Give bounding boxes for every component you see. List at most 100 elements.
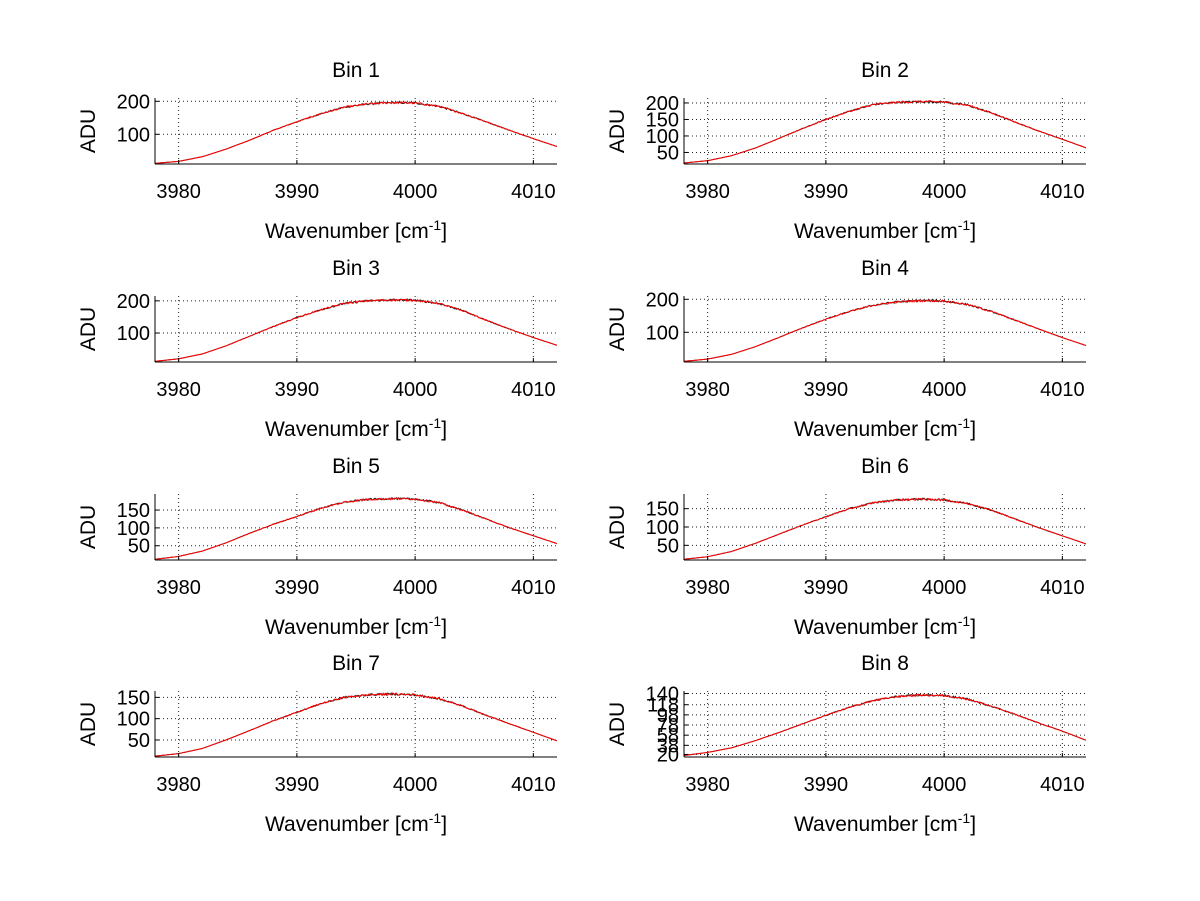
x-tick-label: 3980 <box>685 181 730 203</box>
x-tick-label: 3980 <box>685 379 730 401</box>
y-tick-label: 58 <box>657 725 679 747</box>
x-axis-label: Wavenumber [cm-1] <box>794 810 976 836</box>
x-tick-label: 4010 <box>511 577 556 599</box>
x-tick-label: 4000 <box>922 379 967 401</box>
subplot-title: Bin 1 <box>332 59 380 82</box>
spectrum-trace-1 <box>684 100 1086 164</box>
y-tick-label: 100 <box>117 518 150 540</box>
y-tick-label: 78 <box>657 715 679 737</box>
x-axis-label: Wavenumber [cm-1] <box>265 217 447 243</box>
x-tick-label: 4000 <box>922 577 967 599</box>
x-tick-label: 3980 <box>685 577 730 599</box>
subplot-title: Bin 6 <box>861 455 909 478</box>
spectrum-trace-2 <box>155 298 557 362</box>
x-tick-label: 4010 <box>1040 379 1085 401</box>
x-tick-label: 3990 <box>804 379 849 401</box>
x-tick-label: 4010 <box>1040 181 1085 203</box>
y-tick-label: 50 <box>128 536 150 558</box>
y-tick-label: 100 <box>646 126 679 148</box>
spectrum-trace-2 <box>684 298 1086 362</box>
x-tick-label: 3990 <box>275 181 320 203</box>
subplot-bin-1: 3980 3990 4000 4010 100 200 Bin 1 Wavenumber [c… <box>77 59 557 243</box>
y-tick-label: 50 <box>657 535 679 557</box>
y-axis-label: ADU <box>606 109 629 153</box>
y-tick-label: 100 <box>646 322 679 344</box>
x-tick-label: 4000 <box>922 774 967 796</box>
y-tick-label: 140 <box>646 684 679 706</box>
x-tick-label: 3990 <box>804 774 849 796</box>
y-tick-label: 98 <box>657 705 679 727</box>
y-tick-label: 20 <box>657 744 679 766</box>
y-tick-label: 150 <box>117 687 150 709</box>
y-tick-label: 100 <box>117 709 150 731</box>
x-tick-label: 4000 <box>393 181 438 203</box>
spectrum-trace-1 <box>684 299 1086 362</box>
x-tick-label: 3980 <box>156 577 201 599</box>
y-tick-label: 38 <box>657 735 679 757</box>
spectrum-trace-2 <box>155 496 557 560</box>
y-axis-label: ADU <box>77 702 100 746</box>
x-tick-label: 3990 <box>275 577 320 599</box>
subplot-title: Bin 7 <box>332 652 380 675</box>
x-axis-label: Wavenumber [cm-1] <box>794 415 976 441</box>
y-tick-label: 200 <box>646 93 679 115</box>
x-axis-label: Wavenumber [cm-1] <box>265 415 447 441</box>
spectrum-trace-2 <box>155 101 557 164</box>
x-tick-label: 4000 <box>922 181 967 203</box>
y-axis-label: ADU <box>606 702 629 746</box>
subplot-title: Bin 3 <box>332 257 380 280</box>
x-axis-label: Wavenumber [cm-1] <box>265 810 447 836</box>
x-tick-label: 3980 <box>156 181 201 203</box>
spectrum-trace-2 <box>684 99 1086 164</box>
spectrum-trace-1 <box>155 101 557 164</box>
spectrum-trace-2 <box>155 692 557 757</box>
y-tick-label: 118 <box>647 695 679 717</box>
y-tick-label: 100 <box>117 323 150 345</box>
subplot-title: Bin 5 <box>332 455 380 478</box>
spectrum-trace-1 <box>155 496 557 560</box>
y-tick-label: 50 <box>657 142 679 164</box>
y-tick-label: 150 <box>646 109 679 131</box>
y-axis-label: ADU <box>77 109 100 153</box>
spectrum-trace-2 <box>684 693 1086 756</box>
x-axis-label: Wavenumber [cm-1] <box>794 613 976 639</box>
x-tick-label: 4010 <box>511 181 556 203</box>
y-tick-label: 50 <box>128 730 150 752</box>
subplot-title: Bin 4 <box>861 257 909 280</box>
subplot-bin-4: 3980 3990 4000 4010 100 200 Bin 4 Wavenumber [c… <box>606 257 1086 441</box>
x-axis-label: Wavenumber [cm-1] <box>794 217 976 243</box>
x-axis-label: Wavenumber [cm-1] <box>265 613 447 639</box>
y-tick-label: 150 <box>117 500 150 522</box>
x-tick-label: 4010 <box>511 379 556 401</box>
y-tick-label: 200 <box>646 289 679 311</box>
y-axis-label: ADU <box>77 505 100 549</box>
x-tick-label: 4000 <box>393 379 438 401</box>
x-tick-label: 3990 <box>275 379 320 401</box>
y-axis-label: ADU <box>606 307 629 351</box>
subplot-bin-3: 3980 3990 4000 4010 100 200 Bin 3 Wavenumber [c… <box>77 257 557 441</box>
x-tick-label: 4010 <box>1040 577 1085 599</box>
x-tick-label: 4000 <box>393 577 438 599</box>
x-tick-label: 4000 <box>393 774 438 796</box>
x-tick-label: 3990 <box>275 774 320 796</box>
x-tick-label: 4010 <box>1040 774 1085 796</box>
spectrum-trace-2 <box>684 497 1086 560</box>
y-tick-label: 200 <box>117 291 150 313</box>
subplot-title: Bin 2 <box>861 59 909 82</box>
x-tick-label: 3990 <box>804 577 849 599</box>
y-axis-label: ADU <box>77 307 100 351</box>
spectrum-trace-1 <box>155 298 557 362</box>
x-tick-label: 3980 <box>156 774 201 796</box>
x-tick-label: 3980 <box>156 379 201 401</box>
spectrum-trace-1 <box>684 497 1086 560</box>
x-tick-label: 3980 <box>685 774 730 796</box>
y-tick-label: 100 <box>646 517 679 539</box>
y-tick-label: 200 <box>117 91 150 113</box>
subplot-title: Bin 8 <box>861 652 909 675</box>
